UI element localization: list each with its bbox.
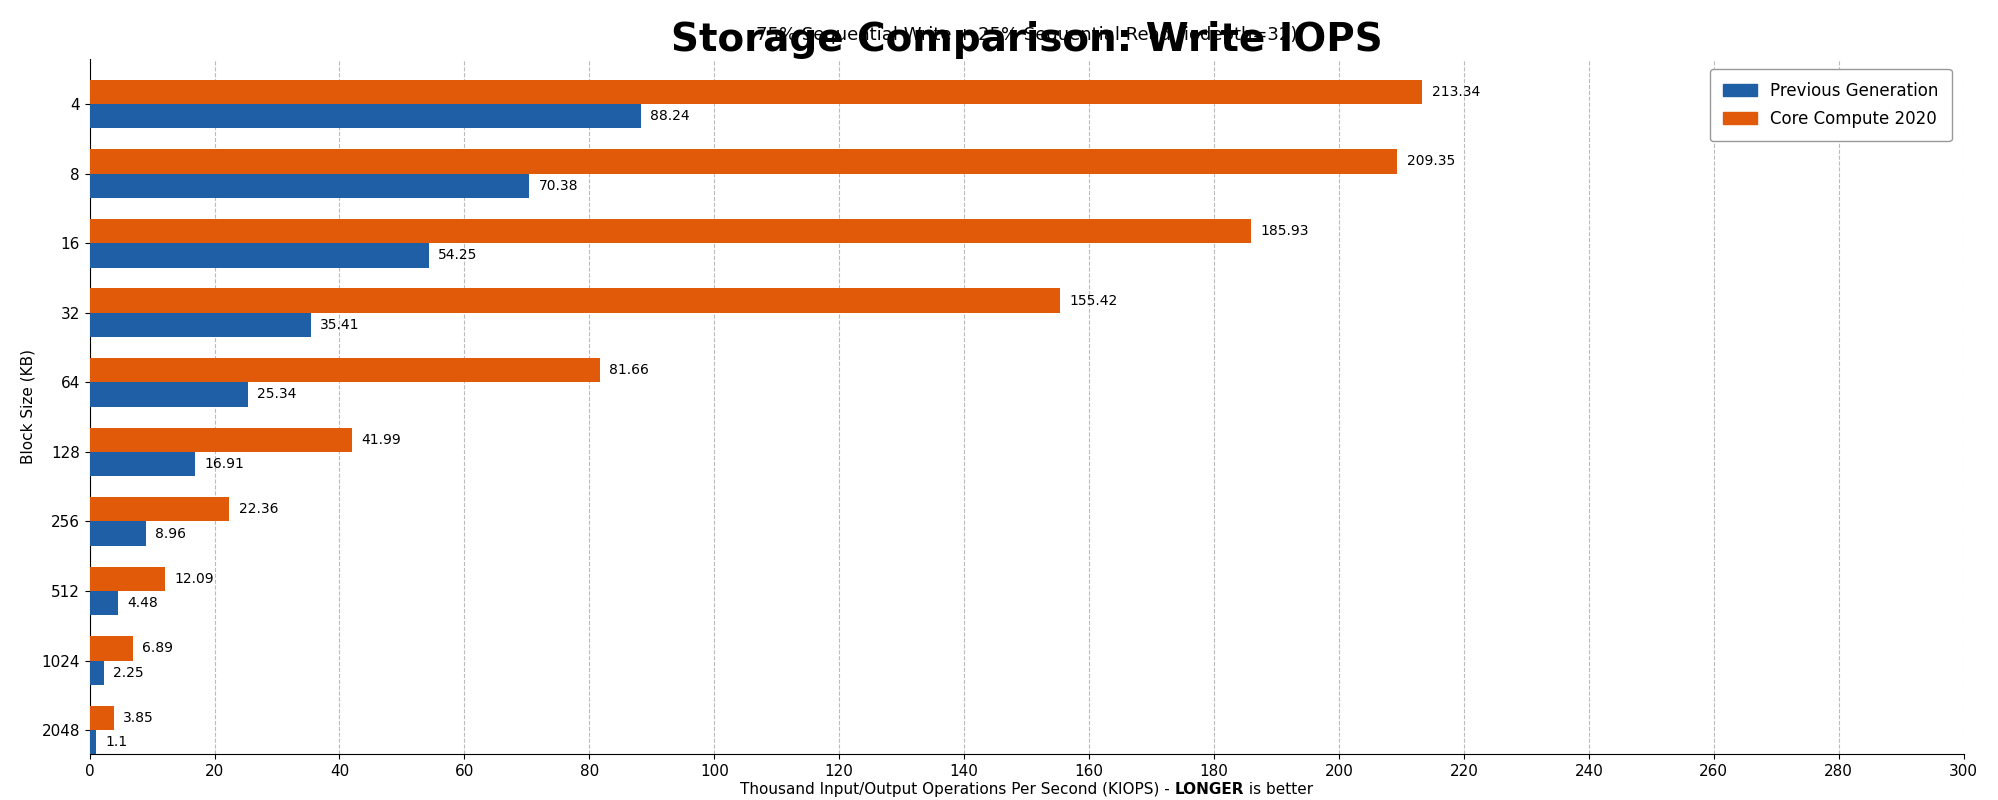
- Text: 41.99: 41.99: [362, 433, 402, 446]
- Text: 8.96: 8.96: [156, 526, 186, 541]
- Bar: [90, 730, 96, 754]
- Bar: [90, 174, 529, 198]
- Bar: [90, 591, 118, 615]
- Bar: [90, 427, 352, 452]
- Bar: [90, 288, 1061, 313]
- Text: 81.66: 81.66: [609, 363, 649, 377]
- Bar: [90, 219, 1251, 243]
- Bar: [90, 382, 248, 406]
- Text: Thousand Input/Output Operations Per Second (KIOPS) -: Thousand Input/Output Operations Per Sec…: [739, 782, 1175, 798]
- Text: 54.25: 54.25: [438, 248, 478, 262]
- Bar: [90, 661, 104, 685]
- Text: 25.34: 25.34: [258, 387, 296, 402]
- Text: 3.85: 3.85: [124, 711, 154, 725]
- Text: 12.09: 12.09: [174, 572, 214, 586]
- Bar: [90, 358, 599, 382]
- Text: 70.38: 70.38: [537, 178, 577, 193]
- Text: LONGER: LONGER: [1175, 782, 1243, 798]
- Text: 75% Sequential Write + 25% Sequential Read (iodepth=32): 75% Sequential Write + 25% Sequential Re…: [755, 26, 1297, 43]
- Text: 213.34: 213.34: [1431, 85, 1479, 99]
- Text: 16.91: 16.91: [204, 457, 244, 471]
- Legend: Previous Generation, Core Compute 2020: Previous Generation, Core Compute 2020: [1708, 69, 1950, 142]
- Text: 209.35: 209.35: [1407, 154, 1455, 169]
- Text: 185.93: 185.93: [1261, 224, 1309, 238]
- Text: 88.24: 88.24: [649, 110, 689, 123]
- Text: 35.41: 35.41: [320, 318, 360, 332]
- Bar: [90, 150, 1397, 174]
- Text: 155.42: 155.42: [1069, 294, 1117, 307]
- Bar: [90, 313, 310, 337]
- Bar: [90, 104, 641, 128]
- Bar: [90, 566, 166, 591]
- Text: 2.25: 2.25: [114, 666, 144, 680]
- Bar: [90, 706, 114, 730]
- Bar: [90, 243, 428, 267]
- Bar: [90, 452, 196, 476]
- Text: 6.89: 6.89: [142, 642, 174, 655]
- Bar: [90, 636, 132, 661]
- Text: 1.1: 1.1: [106, 735, 128, 750]
- Bar: [90, 80, 1423, 104]
- Title: Storage Comparison: Write IOPS: Storage Comparison: Write IOPS: [671, 21, 1383, 59]
- Text: is better: is better: [1243, 782, 1313, 798]
- Y-axis label: Block Size (KB): Block Size (KB): [20, 349, 36, 464]
- Bar: [90, 497, 230, 522]
- Text: 22.36: 22.36: [238, 502, 278, 516]
- Bar: [90, 522, 146, 546]
- Text: 4.48: 4.48: [128, 596, 158, 610]
